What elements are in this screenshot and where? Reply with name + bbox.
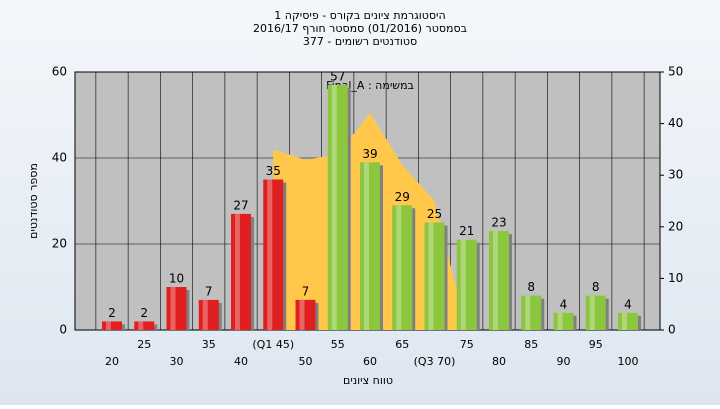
data-label: 21 xyxy=(459,224,474,238)
bar-highlight xyxy=(460,239,466,330)
data-label: 23 xyxy=(491,216,506,230)
data-label: 7 xyxy=(302,284,310,298)
bar xyxy=(456,239,477,330)
x-tick-label: 80 xyxy=(492,355,506,368)
x-tick-label: 85 xyxy=(524,338,538,351)
data-label: 35 xyxy=(266,164,281,178)
x-tick-label: 100 xyxy=(618,355,639,368)
bar-highlight xyxy=(396,205,402,330)
y2-tick-label: 10 xyxy=(668,271,683,285)
y2-tick-label: 50 xyxy=(668,65,683,79)
bar xyxy=(263,179,284,330)
x-tick-label: 75 xyxy=(460,338,474,351)
bar-highlight xyxy=(106,321,111,330)
data-label: 29 xyxy=(395,190,410,204)
bar-highlight xyxy=(622,312,627,330)
data-label: 8 xyxy=(527,280,535,294)
bar xyxy=(295,299,316,330)
bar xyxy=(424,222,445,330)
data-label: 2 xyxy=(140,306,148,320)
bar xyxy=(102,321,122,330)
data-label: 7 xyxy=(205,284,213,298)
bar xyxy=(327,84,348,331)
bar xyxy=(489,231,509,330)
bar-highlight xyxy=(493,231,498,330)
bar-highlight xyxy=(235,213,240,330)
bar-highlight xyxy=(267,179,273,330)
y2-tick-label: 40 xyxy=(668,116,683,130)
bar xyxy=(360,162,380,330)
data-label: 4 xyxy=(624,297,632,311)
bar xyxy=(198,299,219,330)
data-label: 27 xyxy=(233,198,248,212)
x-tick-label: 35 xyxy=(202,338,216,351)
y2-tick-label: 30 xyxy=(668,168,683,182)
x-tick-label: 40 xyxy=(234,355,248,368)
data-label: 10 xyxy=(169,272,184,286)
y-tick-label: 0 xyxy=(59,323,67,337)
x-axis-label: טווח ציונים xyxy=(343,374,393,387)
bar xyxy=(392,205,413,330)
data-label: 8 xyxy=(592,280,600,294)
bar-highlight xyxy=(428,222,434,330)
x-tick-label: 50 xyxy=(299,355,313,368)
x-tick-label: (Q1 45) xyxy=(252,338,294,351)
bar xyxy=(618,312,638,330)
title-line: סטודנטים רשומים - 377 xyxy=(303,35,417,48)
data-label: 57 xyxy=(330,69,345,83)
data-label: 25 xyxy=(427,207,442,221)
bar-highlight xyxy=(170,287,176,330)
y2-tick-label: 20 xyxy=(668,219,683,233)
x-tick-label: 55 xyxy=(331,338,345,351)
x-tick-label: 90 xyxy=(557,355,571,368)
bar xyxy=(134,321,155,330)
bar xyxy=(521,295,542,330)
bar xyxy=(231,213,251,330)
y-tick-label: 20 xyxy=(52,237,67,251)
data-label: 39 xyxy=(362,147,377,161)
bar-highlight xyxy=(364,162,369,330)
x-tick-label: (Q3 70) xyxy=(414,355,456,368)
y2-tick-label: 0 xyxy=(668,323,676,337)
data-label: 2 xyxy=(108,306,116,320)
bar xyxy=(166,287,187,330)
y-axis-label: מספר סטודנטים xyxy=(27,163,40,239)
x-tick-label: 95 xyxy=(589,338,603,351)
bar xyxy=(585,295,606,330)
bar-highlight xyxy=(138,321,144,330)
bar-highlight xyxy=(202,299,208,330)
y-tick-label: 60 xyxy=(52,65,67,79)
x-tick-label: 20 xyxy=(105,355,119,368)
x-tick-label: 25 xyxy=(137,338,151,351)
bar-highlight xyxy=(525,295,531,330)
title-line: היסטוגרמת ציונים בקורס - פיסיקה 1 xyxy=(274,9,445,22)
title-line: בסמסטר (01/2016) סמסטר חורף 2016/17 xyxy=(253,22,467,35)
y-tick-label: 40 xyxy=(52,151,67,165)
bar xyxy=(553,312,574,330)
bar-highlight xyxy=(331,84,337,331)
x-tick-label: 65 xyxy=(395,338,409,351)
data-label: 4 xyxy=(560,297,568,311)
x-tick-label: 60 xyxy=(363,355,377,368)
bar-highlight xyxy=(557,312,563,330)
bar-highlight xyxy=(589,295,595,330)
x-tick-label: 30 xyxy=(170,355,184,368)
bar-highlight xyxy=(299,299,305,330)
